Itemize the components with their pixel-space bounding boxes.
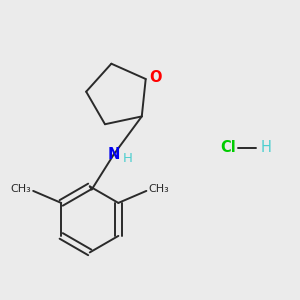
Text: Cl: Cl: [220, 140, 236, 155]
Text: H: H: [261, 140, 272, 155]
Text: N: N: [108, 147, 120, 162]
Text: CH₃: CH₃: [148, 184, 169, 194]
Text: CH₃: CH₃: [11, 184, 31, 194]
Text: O: O: [149, 70, 162, 85]
Text: H: H: [123, 152, 133, 165]
